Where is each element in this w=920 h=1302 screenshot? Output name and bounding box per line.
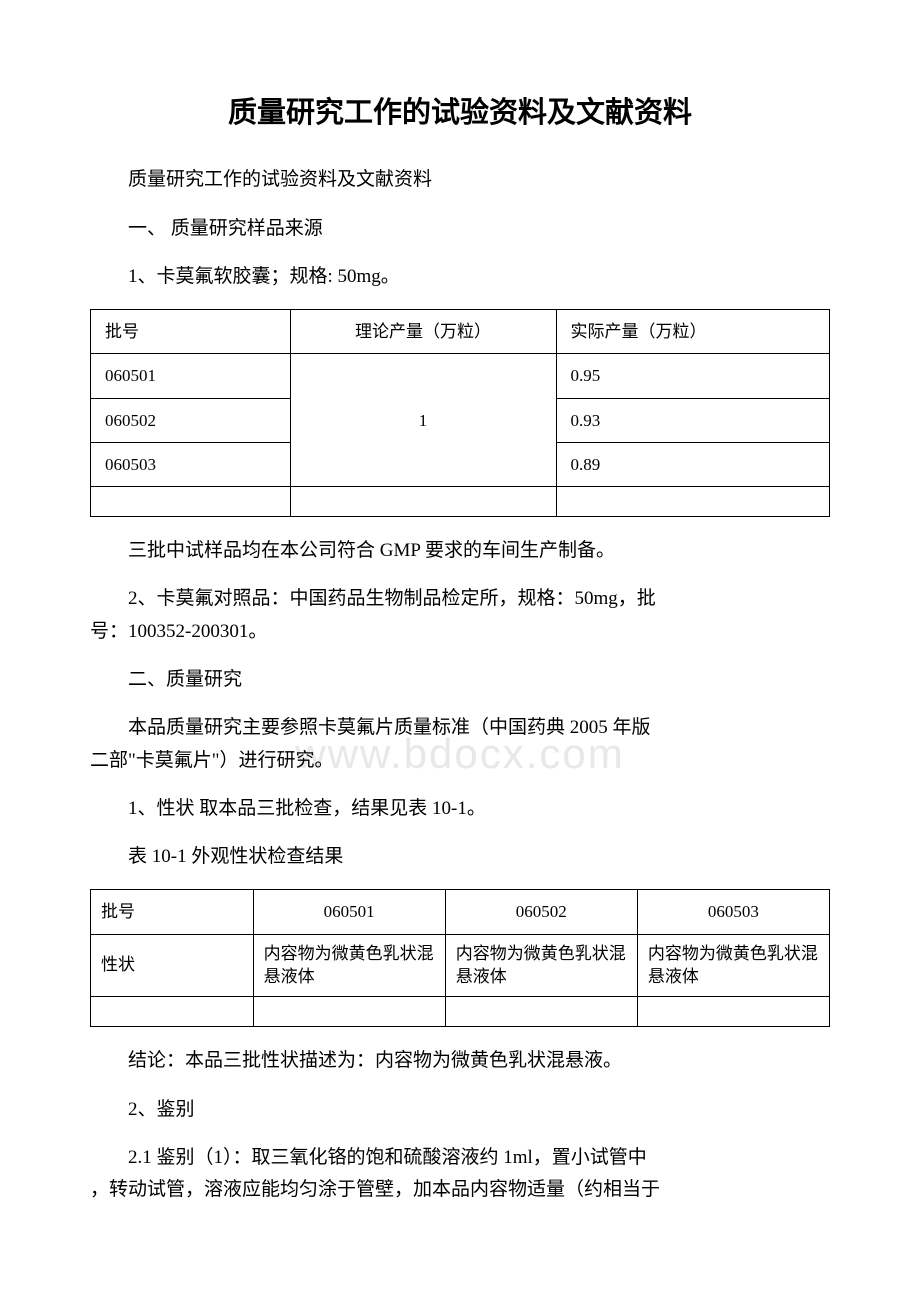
table-cell-empty — [556, 487, 829, 517]
page-title: 质量研究工作的试验资料及文献资料 — [90, 90, 830, 136]
table-header-cell: 060501 — [253, 890, 445, 934]
item-2-line2: 号：100352-200301。 — [90, 616, 830, 648]
item-2-2: 2、鉴别 — [90, 1094, 830, 1126]
table-cell-empty — [290, 487, 556, 517]
table-cell: 060503 — [91, 442, 291, 486]
section2-heading: 二、质量研究 — [90, 664, 830, 696]
table-header-cell: 060503 — [637, 890, 829, 934]
table-cell-empty — [253, 997, 445, 1027]
table-cell: 060502 — [91, 398, 291, 442]
table-row: 批号 理论产量（万粒） 实际产量（万粒） — [91, 310, 830, 354]
table-cell: 内容物为微黄色乳状混悬液体 — [637, 934, 829, 997]
table-cell-empty — [91, 997, 254, 1027]
table-row: 060501 1 0.95 — [91, 354, 830, 398]
table-cell: 0.95 — [556, 354, 829, 398]
section2-intro-line1: 本品质量研究主要参照卡莫氟片质量标准（中国药典 2005 年版 — [90, 712, 830, 744]
table-row-empty — [91, 487, 830, 517]
table-header-cell: 理论产量（万粒） — [290, 310, 556, 354]
table-cell: 内容物为微黄色乳状混悬液体 — [445, 934, 637, 997]
item-2-1: 1、性状 取本品三批检查，结果见表 10-1。 — [90, 793, 830, 825]
section2-intro-line2: 二部"卡莫氟片"）进行研究。 — [90, 745, 830, 777]
table-cell-merged: 1 — [290, 354, 556, 487]
table-cell-empty — [637, 997, 829, 1027]
table-2-appearance: 批号 060501 060502 060503 性状 内容物为微黄色乳状混悬液体… — [90, 889, 830, 1027]
table-row-empty — [91, 997, 830, 1027]
document-body: www.bdocx.com 质量研究工作的试验资料及文献资料 质量研究工作的试验… — [90, 90, 830, 1207]
gmp-note: 三批中试样品均在本公司符合 GMP 要求的车间生产制备。 — [90, 535, 830, 567]
table-cell: 性状 — [91, 934, 254, 997]
item-2-line1: 2、卡莫氟对照品：中国药品生物制品检定所，规格：50mg，批 — [90, 583, 830, 615]
item-2-2-1-line1: 2.1 鉴别（1）：取三氧化铬的饱和硫酸溶液约 1ml，置小试管中 — [90, 1142, 830, 1174]
table-header-cell: 批号 — [91, 310, 291, 354]
table-row: 性状 内容物为微黄色乳状混悬液体 内容物为微黄色乳状混悬液体 内容物为微黄色乳状… — [91, 934, 830, 997]
table-header-cell: 实际产量（万粒） — [556, 310, 829, 354]
table-cell: 0.89 — [556, 442, 829, 486]
item-2-2-1-line2: ，转动试管，溶液应能均匀涂于管壁，加本品内容物适量（约相当于 — [90, 1174, 830, 1206]
table-cell-empty — [445, 997, 637, 1027]
item-1-text: 1、卡莫氟软胶囊；规格: 50mg。 — [90, 261, 830, 293]
table2-caption: 表 10-1 外观性状检查结果 — [90, 841, 830, 873]
table-header-cell: 060502 — [445, 890, 637, 934]
table-cell: 0.93 — [556, 398, 829, 442]
table-cell-empty — [91, 487, 291, 517]
table-header-cell: 批号 — [91, 890, 254, 934]
table-cell: 内容物为微黄色乳状混悬液体 — [253, 934, 445, 997]
table-1-batches: 批号 理论产量（万粒） 实际产量（万粒） 060501 1 0.95 06050… — [90, 309, 830, 517]
table-row: 批号 060501 060502 060503 — [91, 890, 830, 934]
subtitle-line: 质量研究工作的试验资料及文献资料 — [90, 164, 830, 196]
conclusion-line: 结论：本品三批性状描述为：内容物为微黄色乳状混悬液。 — [90, 1045, 830, 1077]
section1-heading: 一、 质量研究样品来源 — [90, 213, 830, 245]
table-cell: 060501 — [91, 354, 291, 398]
